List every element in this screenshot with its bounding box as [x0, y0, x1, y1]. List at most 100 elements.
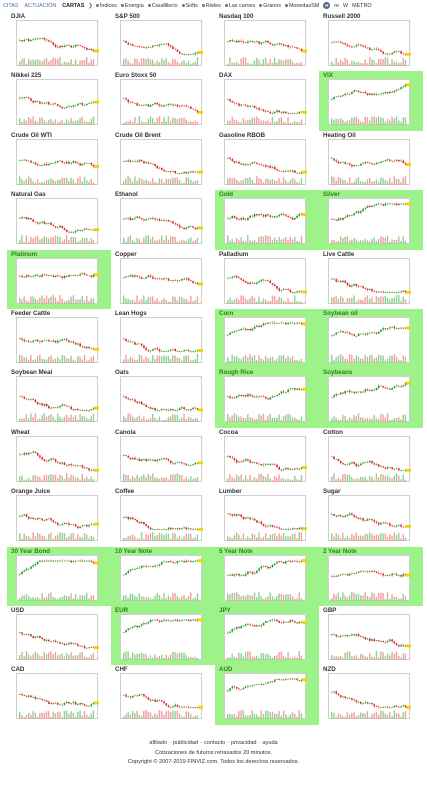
price-chart[interactable] — [224, 673, 307, 720]
tab-actuacion[interactable]: ACTUACIÓN — [24, 2, 57, 9]
chart-tile[interactable]: Wheat — [7, 427, 111, 488]
price-chart[interactable] — [120, 198, 203, 245]
chart-tile[interactable]: DJIA — [7, 12, 111, 72]
price-chart[interactable] — [328, 79, 411, 126]
price-chart[interactable] — [328, 614, 411, 660]
price-chart[interactable] — [224, 20, 307, 66]
price-chart[interactable] — [224, 376, 307, 423]
price-chart[interactable] — [328, 317, 411, 363]
price-chart[interactable] — [328, 554, 411, 601]
chart-tile[interactable]: JPY — [215, 606, 319, 666]
price-chart[interactable] — [120, 673, 203, 720]
price-chart[interactable] — [120, 79, 203, 126]
chart-tile[interactable]: Cocoa — [215, 427, 319, 488]
price-chart[interactable] — [16, 673, 99, 720]
timeframe-monthly[interactable]: METRO — [352, 2, 372, 9]
price-chart[interactable] — [16, 138, 99, 185]
price-chart[interactable] — [120, 435, 203, 482]
tab-cartas[interactable]: CARTAS — [62, 2, 85, 9]
group-energia[interactable]: Energía — [119, 3, 146, 9]
chart-tile[interactable]: Natural Gas — [7, 190, 111, 250]
chart-tile[interactable]: Copper — [111, 249, 215, 309]
chart-tile[interactable]: USD — [7, 606, 111, 666]
price-chart[interactable] — [328, 138, 411, 185]
price-chart[interactable] — [16, 79, 99, 126]
chart-tile[interactable]: 10 Year Note — [111, 546, 215, 606]
chart-tile[interactable]: CHF — [111, 665, 215, 725]
price-chart[interactable] — [16, 495, 99, 542]
price-chart[interactable] — [120, 495, 203, 542]
chart-tile[interactable]: Canola — [111, 427, 215, 488]
chart-tile[interactable]: Heating Oil — [319, 130, 423, 191]
price-chart[interactable] — [120, 376, 203, 423]
chart-tile[interactable]: Palladium — [215, 249, 319, 309]
price-chart[interactable] — [16, 376, 99, 423]
price-chart[interactable] — [328, 198, 411, 245]
chart-tile[interactable]: Crude Oil Brent — [111, 130, 215, 191]
price-chart[interactable] — [120, 614, 203, 660]
group-granos[interactable]: Granos — [257, 3, 283, 9]
price-chart[interactable] — [328, 257, 411, 304]
price-chart[interactable] — [16, 317, 99, 363]
chart-tile[interactable]: Soybeans — [319, 368, 423, 428]
chart-tile[interactable]: Platinum — [7, 249, 111, 309]
price-chart[interactable] — [16, 198, 99, 245]
timeframe-daily[interactable]: re — [334, 2, 339, 9]
chart-tile[interactable]: 5 Year Note — [215, 546, 319, 606]
chart-tile[interactable]: Soybean Meal — [7, 368, 111, 428]
price-chart[interactable] — [224, 79, 307, 126]
chart-tile[interactable]: Soybean oil — [319, 309, 423, 369]
chart-tile[interactable]: Gold — [215, 190, 319, 250]
price-chart[interactable] — [328, 435, 411, 482]
price-chart[interactable] — [120, 554, 203, 601]
timeframe-weekly[interactable]: W — [343, 2, 349, 9]
price-chart[interactable] — [224, 198, 307, 245]
h-circle-icon[interactable]: H — [323, 2, 331, 9]
chart-tile[interactable]: Lumber — [215, 487, 319, 547]
chart-tile[interactable]: AUD — [215, 665, 319, 725]
chart-tile[interactable]: Corn — [215, 309, 319, 369]
chart-tile[interactable]: VIX — [319, 71, 423, 131]
price-chart[interactable] — [224, 495, 307, 542]
price-chart[interactable] — [328, 376, 411, 423]
price-chart[interactable] — [16, 554, 99, 601]
chart-tile[interactable]: 2 Year Note — [319, 546, 423, 606]
group-softs[interactable]: Softs — [180, 3, 200, 9]
chart-tile[interactable]: Live Cattle — [319, 249, 423, 309]
chart-tile[interactable]: S&P 500 — [111, 12, 215, 72]
price-chart[interactable] — [16, 257, 99, 304]
chart-tile[interactable]: Orange Juice — [7, 487, 111, 547]
price-chart[interactable] — [120, 20, 203, 66]
chart-tile[interactable]: CAD — [7, 665, 111, 725]
price-chart[interactable] — [224, 317, 307, 363]
chart-tile[interactable]: Nasdaq 100 — [215, 12, 319, 72]
price-chart[interactable] — [16, 20, 99, 66]
price-chart[interactable] — [328, 20, 411, 66]
chart-tile[interactable]: DAX — [215, 71, 319, 131]
chart-tile[interactable]: Euro Stoxx 50 — [111, 71, 215, 131]
chart-tile[interactable]: GBP — [319, 606, 423, 666]
price-chart[interactable] — [224, 257, 307, 304]
price-chart[interactable] — [224, 554, 307, 601]
price-chart[interactable] — [120, 257, 203, 304]
chart-tile[interactable]: Crude Oil WTI — [7, 130, 111, 191]
chart-tile[interactable]: Rough Rice — [215, 368, 319, 428]
chart-tile[interactable]: Feeder Cattle — [7, 309, 111, 369]
chart-tile[interactable]: 30 Year Bond — [7, 546, 111, 606]
tab-citas[interactable]: CITAS — [3, 2, 19, 9]
price-chart[interactable] — [328, 495, 411, 542]
group-rieles[interactable]: Rieles — [200, 3, 223, 9]
price-chart[interactable] — [16, 614, 99, 660]
group-carnes[interactable]: Las carnes — [223, 3, 257, 9]
chart-tile[interactable]: Coffee — [111, 487, 215, 547]
chart-tile[interactable]: Silver — [319, 190, 423, 250]
chart-tile[interactable]: Cotton — [319, 427, 423, 488]
chart-tile[interactable]: Russell 2000 — [319, 12, 423, 72]
group-indices[interactable]: Índices — [94, 3, 119, 9]
chart-tile[interactable]: Oats — [111, 368, 215, 428]
chart-tile[interactable]: Lean Hogs — [111, 309, 215, 369]
price-chart[interactable] — [224, 614, 307, 660]
chart-tile[interactable]: EUR — [111, 606, 215, 666]
group-metales[interactable]: Caudillerío — [146, 3, 180, 9]
chart-tile[interactable]: Nikkei 225 — [7, 71, 111, 131]
